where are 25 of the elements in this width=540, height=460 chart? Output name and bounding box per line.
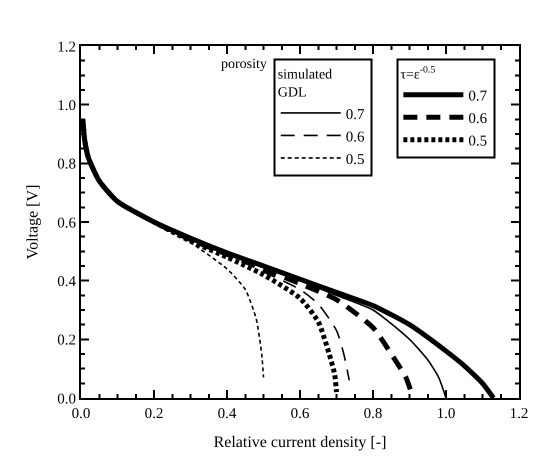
x-tick-label: 0.4 [218, 406, 237, 422]
y-tick-label: 1.0 [57, 98, 76, 114]
legend-label: 0.7 [346, 106, 365, 123]
y-tick-label: 0.0 [57, 391, 76, 408]
x-axis-title: Relative current density [-] [214, 434, 386, 452]
x-tick-label: 1.0 [436, 406, 456, 422]
y-axis-title: Voltage [V] [24, 184, 42, 260]
legend-label: 0.7 [468, 88, 488, 105]
x-tick-label: 0.8 [364, 406, 382, 422]
x-tick-label: 1.2 [510, 406, 528, 422]
annotation: τ=ε$^{-0.5}$ [400, 64, 436, 83]
legend-label: 0.6 [468, 111, 488, 128]
legend-label: 0.6 [346, 129, 365, 146]
legend-label: 0.5 [468, 134, 488, 150]
legend-title: porosity [221, 57, 267, 72]
y-tick-label: 1.2 [57, 39, 76, 56]
y-tick-label: 0.4 [57, 274, 76, 290]
legend-label: 0.5 [346, 152, 364, 168]
y-tick-label: 0.6 [57, 215, 76, 232]
x-tick-label: 0.0 [72, 406, 90, 422]
y-tick-label: 0.8 [57, 156, 76, 173]
x-tick-label: 0.2 [144, 406, 164, 422]
annotation: simulated GDL [278, 68, 332, 101]
y-tick-label: 0.2 [57, 332, 76, 349]
x-tick-label: 0.6 [290, 406, 310, 422]
